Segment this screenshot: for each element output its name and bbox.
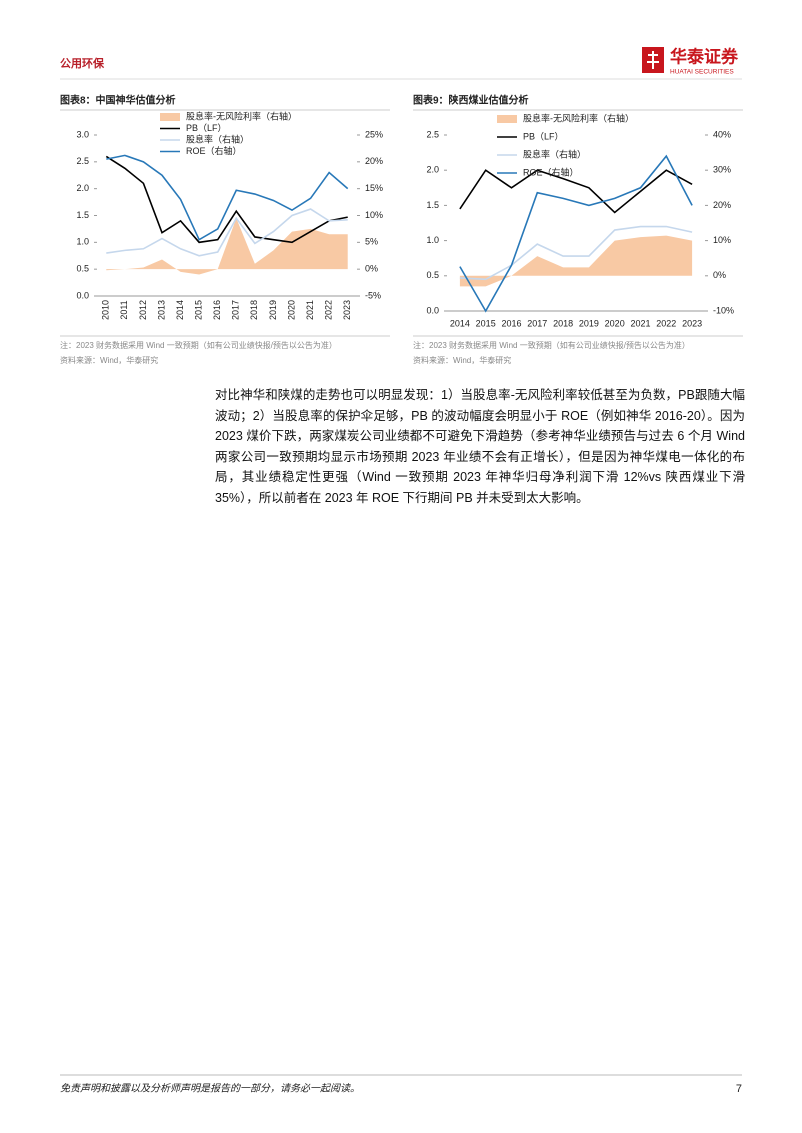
y-tick-label: 2.5: [426, 129, 439, 139]
area: [459, 235, 693, 287]
x-tick-label: 2016: [501, 318, 521, 328]
line: [106, 208, 348, 257]
line: [105, 155, 348, 244]
x-tick-label: 2021: [305, 300, 315, 320]
line: [459, 169, 693, 214]
y2-tick-label: 30%: [713, 165, 731, 175]
x-tick-label: 2018: [249, 300, 259, 320]
y-tick-label: 0.5: [426, 270, 439, 280]
x-tick-label: 2010: [101, 300, 111, 320]
x-tick-label: 2016: [212, 300, 222, 320]
chart-note: 注：2023 财务数据采用 Wind 一致预期（如有公司业绩快报/预告以公告为准…: [413, 340, 690, 350]
x-tick-label: 2019: [268, 300, 278, 320]
chart-title: 图表8：中国神华估值分析: [60, 94, 176, 107]
x-tick-label: 2023: [682, 318, 702, 328]
x-tick-label: 2023: [342, 300, 352, 320]
logo-text: 华泰证券: [670, 46, 739, 66]
y2-tick-label: 20%: [713, 200, 731, 210]
legend-label: 股息率（右轴）: [523, 148, 586, 159]
x-tick-label: 2015: [194, 300, 204, 320]
logo-mark: [647, 51, 659, 69]
legend-swatch: [497, 115, 517, 123]
logo-subtext: HUATAI SECURITIES: [670, 69, 734, 76]
legend-label: ROE（右轴）: [523, 166, 579, 177]
line: [459, 225, 693, 281]
x-tick-label: 2021: [630, 318, 650, 328]
x-tick-label: 2019: [579, 318, 599, 328]
section-name: 公用环保: [60, 56, 105, 70]
legend-label: 股息率（右轴）: [186, 133, 249, 144]
y-tick-label: 1.0: [76, 237, 89, 247]
x-tick-label: 2015: [476, 318, 496, 328]
y2-tick-label: 5%: [365, 237, 378, 247]
chart-source: 资料来源：Wind，华泰研究: [413, 355, 511, 365]
x-tick-label: 2014: [450, 318, 470, 328]
page-number: 7: [736, 1083, 742, 1095]
x-tick-label: 2018: [553, 318, 573, 328]
y2-tick-label: 0%: [713, 270, 726, 280]
y-tick-label: 0.0: [76, 290, 89, 300]
chart-note: 注：2023 财务数据采用 Wind 一致预期（如有公司业绩快报/预告以公告为准…: [60, 340, 337, 350]
chart-source: 资料来源：Wind，华泰研究: [60, 355, 158, 365]
y-tick-label: 0.5: [76, 264, 89, 274]
x-tick-label: 2011: [119, 300, 129, 319]
y-tick-label: 1.5: [76, 210, 89, 220]
y-tick-label: 2.0: [76, 183, 89, 193]
x-tick-label: 2020: [286, 300, 296, 320]
chart-title: 图表9：陕西煤业估值分析: [413, 94, 529, 107]
y2-tick-label: 10%: [365, 210, 383, 220]
x-tick-label: 2017: [231, 300, 241, 320]
x-tick-label: 2022: [324, 300, 334, 320]
y-tick-label: 0.0: [426, 305, 439, 315]
legend-swatch: [160, 113, 180, 121]
line: [459, 154, 693, 313]
y2-tick-label: 15%: [365, 183, 383, 193]
legend-label: ROE（右轴）: [186, 145, 242, 156]
y-tick-label: 2.0: [426, 165, 439, 175]
y2-tick-label: 0%: [365, 264, 378, 274]
legend-label: 股息率-无风险利率（右轴）: [186, 110, 297, 121]
legend-label: 股息率-无风险利率（右轴）: [523, 112, 634, 123]
y-tick-label: 1.0: [426, 235, 439, 245]
x-tick-label: 2017: [527, 318, 547, 328]
legend-label: PB（LF）: [523, 131, 564, 141]
line: [106, 154, 349, 241]
y2-tick-label: 25%: [365, 129, 383, 139]
y2-tick-label: 10%: [713, 235, 731, 245]
y2-tick-label: -5%: [365, 290, 381, 300]
y-tick-label: 3.0: [76, 129, 89, 139]
y-tick-label: 2.5: [76, 156, 89, 166]
x-tick-label: 2020: [605, 318, 625, 328]
x-tick-label: 2022: [656, 318, 676, 328]
legend-label: PB（LF）: [186, 123, 227, 133]
y2-tick-label: 40%: [713, 129, 731, 139]
y2-tick-label: 20%: [365, 156, 383, 166]
y-tick-label: 1.5: [426, 200, 439, 210]
y2-tick-label: -10%: [713, 305, 734, 315]
x-tick-label: 2014: [175, 300, 185, 320]
area: [106, 218, 348, 275]
disclaimer: 免责声明和披露以及分析师声明是报告的一部分，请务必一起阅读。: [60, 1083, 360, 1095]
body-paragraph: 对比神华和陕煤的走势也可以明显发现：1）当股息率-无风险利率较低甚至为负数，PB…: [215, 388, 745, 505]
x-tick-label: 2012: [138, 300, 148, 320]
x-tick-label: 2013: [156, 300, 166, 320]
